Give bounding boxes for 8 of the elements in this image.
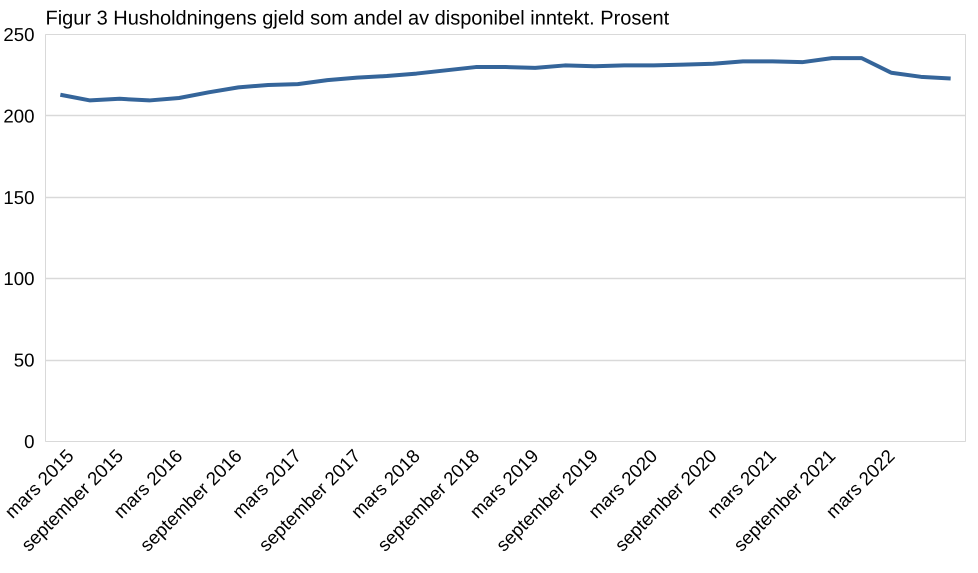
y-tick-label: 250 [3,24,35,45]
y-tick-label: 50 [14,350,35,371]
y-tick-label: 200 [3,105,35,126]
y-tick-label: 100 [3,268,35,290]
line-series [58,56,953,102]
y-tick-label: 150 [3,186,35,208]
y-tick-label: 0 [24,431,35,452]
chart-title: Figur 3 Husholdningens gjeld som andel av disponibel inntekt. Prosent [46,8,670,30]
